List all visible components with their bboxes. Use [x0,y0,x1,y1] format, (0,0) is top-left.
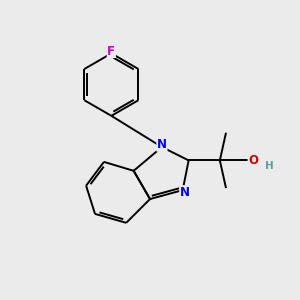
Text: O: O [248,154,258,167]
Text: N: N [180,186,190,199]
Text: F: F [107,44,116,58]
Text: H: H [265,161,274,171]
Text: N: N [157,138,167,151]
